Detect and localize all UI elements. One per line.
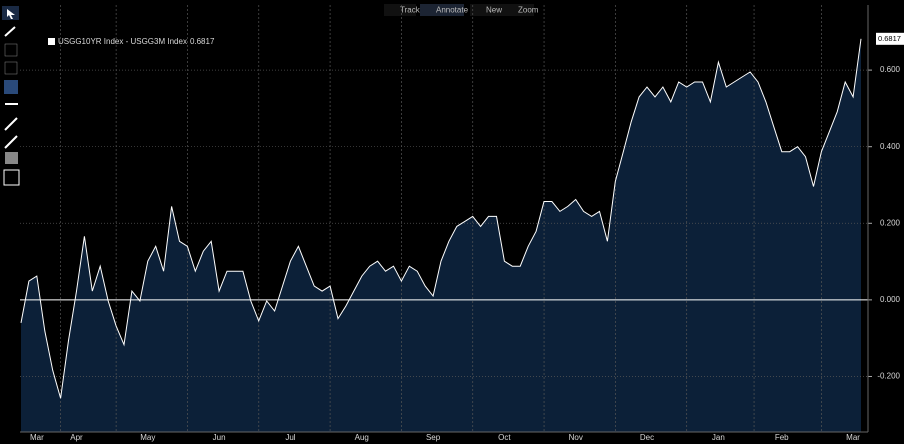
y-tick-label: 0.600 <box>880 65 901 74</box>
x-tick-label: Dec <box>640 433 654 442</box>
x-tick-label: Apr <box>70 433 83 442</box>
tool-icon <box>7 9 15 19</box>
x-tick-label: Oct <box>498 433 511 442</box>
legend-name: USGG10YR Index - USGG3M Index <box>58 37 187 46</box>
x-tick-label: Jan <box>712 433 725 442</box>
line <box>20 38 862 399</box>
y-tick-label: 0.200 <box>880 218 901 227</box>
last-value-box <box>876 32 904 45</box>
x-tick-label: Mar <box>846 433 860 442</box>
area <box>21 38 861 433</box>
tool-dollar[interactable] <box>4 61 18 75</box>
toolbar-label[interactable]: News <box>486 6 506 15</box>
x-tick-label: Jul <box>285 433 295 442</box>
top-toolbar: Track Annotate News Zoom <box>384 4 539 16</box>
y-tick-label: 0.000 <box>880 295 901 304</box>
last-value-label: 0.6817 <box>878 34 901 43</box>
toolbar-label[interactable]: Annotate <box>436 6 469 15</box>
x-tick-label: Nov <box>569 433 583 442</box>
x-tick-label: Jun <box>213 433 226 442</box>
tool-channel[interactable] <box>5 152 18 164</box>
tool-ray[interactable] <box>4 135 18 149</box>
toolbar-button[interactable] <box>470 4 502 16</box>
x-tick-label: Aug <box>355 433 369 442</box>
left-toolbar <box>2 6 20 186</box>
tool-r[interactable] <box>3 169 20 186</box>
legend-label: USGG10YR Index - USGG3M Index 0.6817 <box>58 37 215 46</box>
toolbar-label[interactable]: Track <box>400 6 421 15</box>
tool-range[interactable] <box>4 80 18 94</box>
tool-trend[interactable] <box>4 117 18 131</box>
toolbar-button[interactable] <box>502 4 534 16</box>
x-tick-label: Mar <box>30 433 44 442</box>
x-tick-label: May <box>140 433 155 442</box>
toolbar-button[interactable] <box>420 4 464 16</box>
legend-value: 0.6817 <box>190 37 215 46</box>
y-tick-label: -0.200 <box>877 372 900 381</box>
tool-annotate[interactable] <box>4 26 16 37</box>
y-tick-label: 0.400 <box>880 142 901 151</box>
tool-pct[interactable] <box>4 43 18 57</box>
x-tick-label: Sep <box>426 433 441 442</box>
x-tick-label: Feb <box>775 433 789 442</box>
toolbar-label[interactable]: Zoom <box>518 6 539 15</box>
toolbar-button[interactable] <box>384 4 416 16</box>
legend-swatch <box>48 38 55 45</box>
